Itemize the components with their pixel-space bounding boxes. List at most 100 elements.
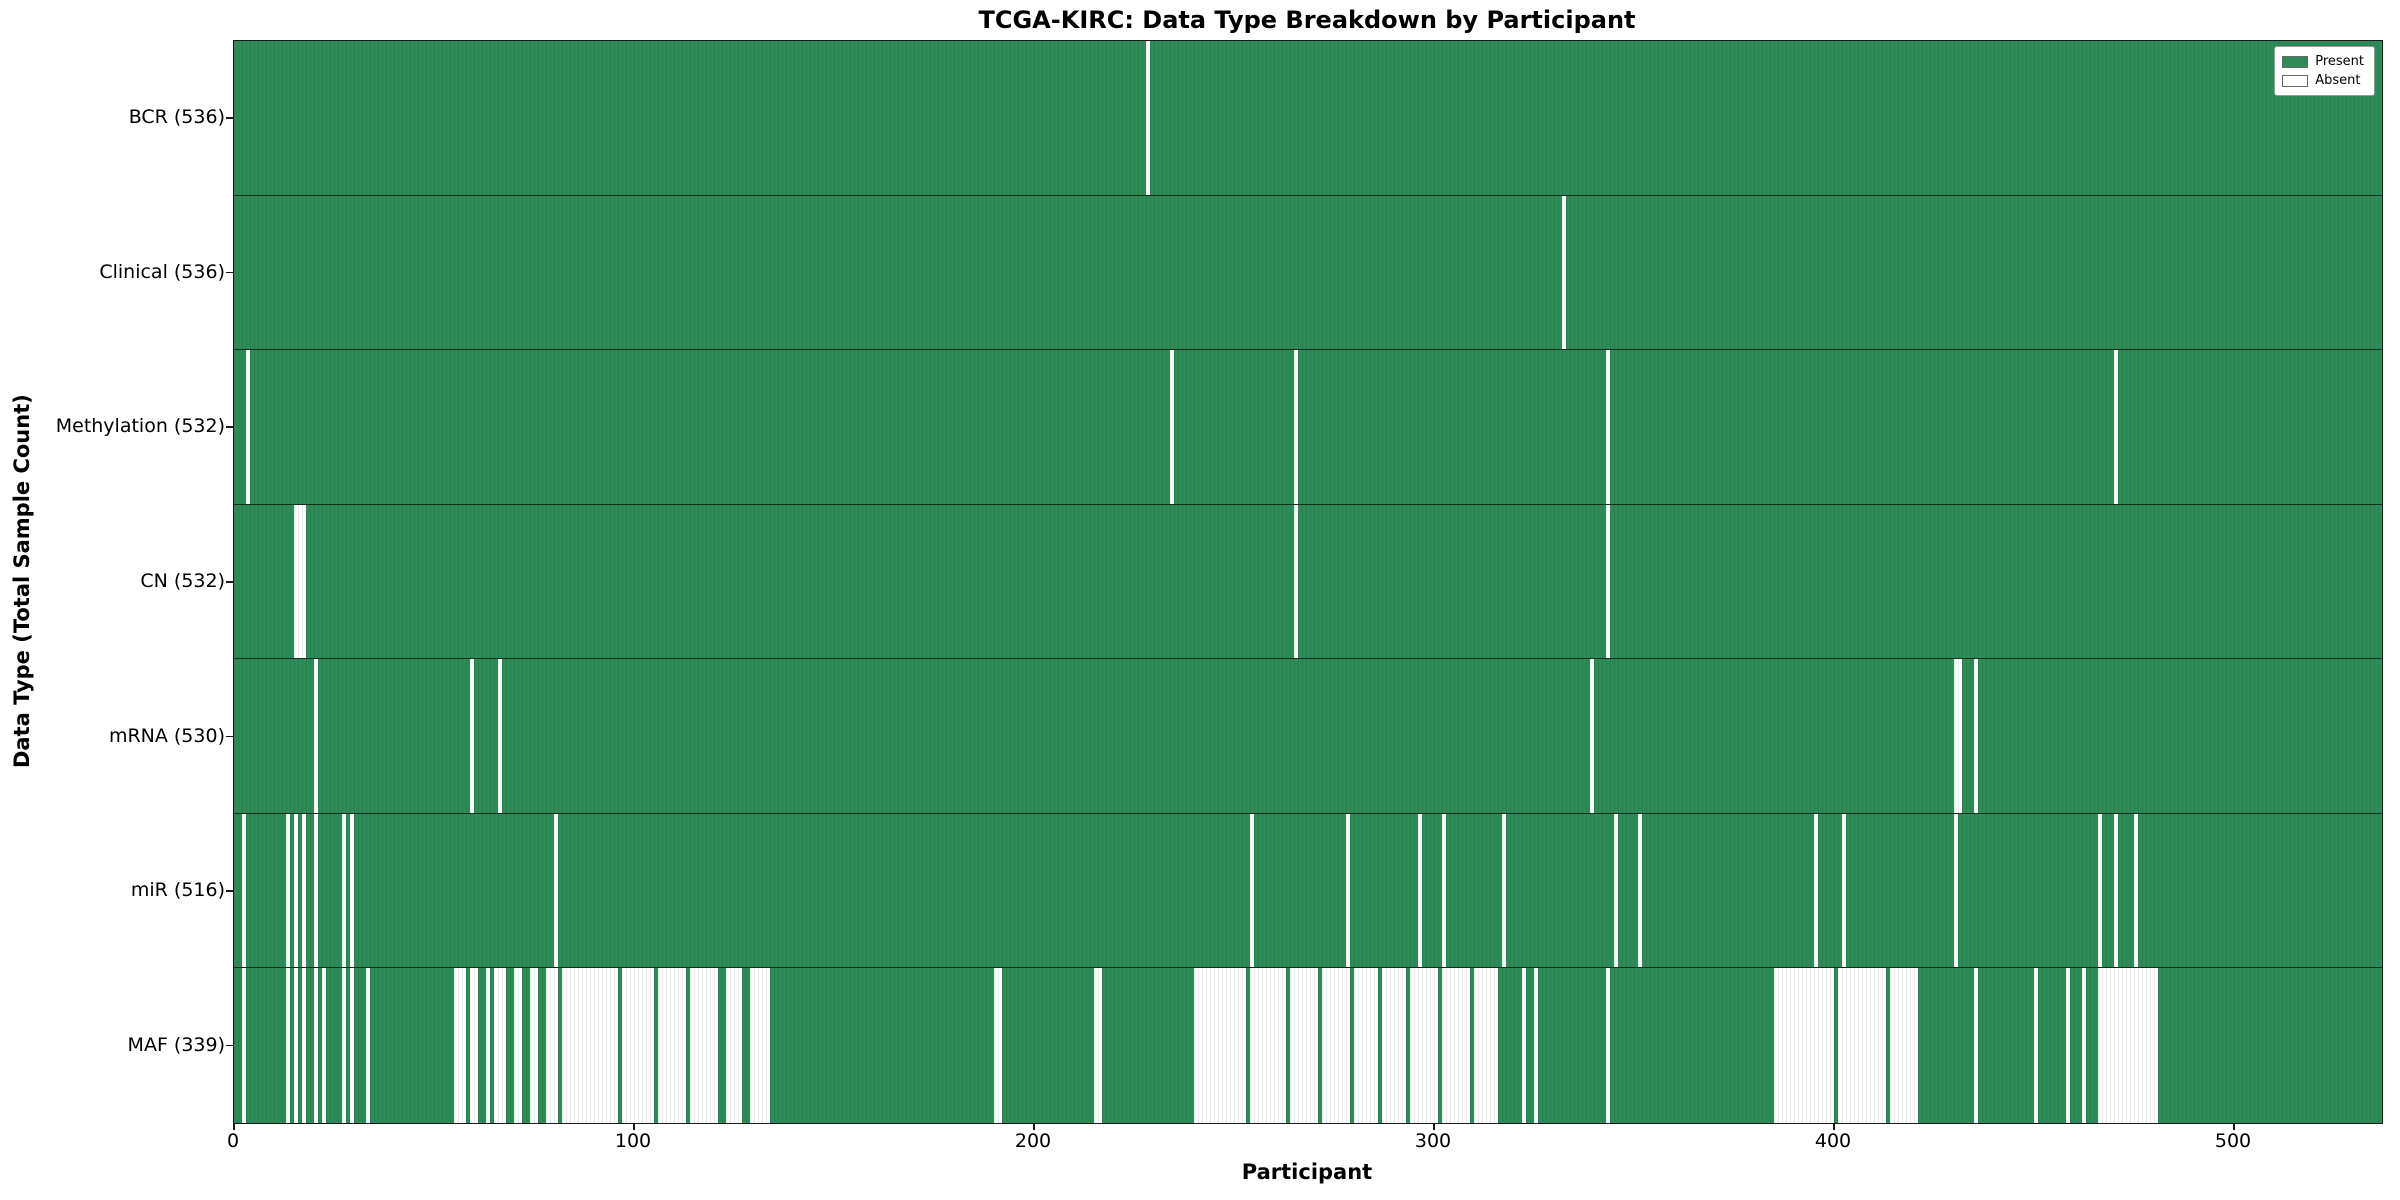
legend-entry-present: Present <box>2282 52 2364 71</box>
absent-gap <box>658 968 686 1123</box>
absent-gap <box>1294 350 1298 504</box>
absent-gap <box>1614 813 1618 968</box>
row-band-bcr <box>234 41 2382 196</box>
absent-gap <box>1590 659 1594 813</box>
absent-gap <box>1442 813 1446 968</box>
absent-gap <box>342 813 346 968</box>
absent-gap <box>1250 968 1286 1123</box>
absent-gap <box>1410 968 1438 1123</box>
absent-gap <box>294 504 306 659</box>
x-tick-label-400: 400 <box>1814 1130 1852 1152</box>
absent-gap <box>514 968 522 1123</box>
y-tick-mark <box>226 735 233 738</box>
absent-gap <box>294 813 298 968</box>
absent-gap <box>554 813 558 968</box>
absent-gap <box>1954 659 1962 813</box>
row-label-mrna: mRNA (530) <box>108 725 225 747</box>
absent-gap <box>314 968 318 1123</box>
absent-gap <box>1354 968 1378 1123</box>
absent-gap <box>1814 813 1818 968</box>
row-label-bcr: BCR (536) <box>128 106 225 128</box>
x-tick-label-0: 0 <box>226 1130 240 1152</box>
absent-gap <box>1346 813 1350 968</box>
absent-gap <box>1534 968 1538 1123</box>
absent-gap <box>494 968 506 1123</box>
absent-gap <box>242 968 246 1123</box>
plot-area <box>233 40 2383 1124</box>
row-band-clinical <box>234 195 2382 351</box>
x-tick-label-200: 200 <box>1014 1130 1052 1152</box>
absent-gap <box>322 968 326 1123</box>
absent-gap <box>1290 968 1318 1123</box>
absent-gap <box>342 968 346 1123</box>
absent-gap <box>1474 968 1498 1123</box>
absent-gap <box>1250 813 1254 968</box>
absent-gap <box>562 968 618 1123</box>
absent-gap <box>1606 504 1610 659</box>
y-tick-mark <box>226 117 233 119</box>
absent-gap <box>1606 350 1610 504</box>
absent-gap <box>1094 968 1102 1123</box>
x-tick-label-300: 300 <box>1414 1130 1452 1152</box>
absent-gap <box>2134 813 2138 968</box>
absent-gap <box>314 659 318 813</box>
absent-gap <box>1562 195 1566 350</box>
y-tick-mark <box>226 426 233 428</box>
absent-gap <box>1322 968 1350 1123</box>
absent-gap <box>302 968 306 1123</box>
absent-gap <box>2082 968 2086 1123</box>
absent-gap <box>1418 813 1422 968</box>
y-tick-mark <box>226 890 233 892</box>
x-tick-mark <box>1833 1123 1835 1130</box>
absent-gap <box>1194 968 1246 1123</box>
absent-gap <box>750 968 770 1123</box>
x-tick-mark <box>2233 1123 2235 1130</box>
absent-gap <box>2098 968 2158 1123</box>
absent-gap <box>1974 968 1978 1123</box>
absent-gap <box>294 968 298 1123</box>
absent-gap <box>1502 813 1506 968</box>
absent-gap <box>470 968 478 1123</box>
absent-gap <box>242 813 246 968</box>
absent-gap <box>350 968 354 1123</box>
absent-gap <box>2034 968 2038 1123</box>
row-band-maf <box>234 968 2382 1123</box>
absent-gap <box>1890 968 1918 1123</box>
row-label-mir: miR (516) <box>130 879 225 901</box>
row-label-methylation: Methylation (532) <box>55 415 225 437</box>
row-label-cn: CN (532) <box>140 570 225 592</box>
row-band-cn <box>234 504 2382 660</box>
x-tick-mark <box>233 1123 235 1130</box>
legend-label-absent: Absent <box>2315 73 2361 88</box>
row-label-maf: MAF (339) <box>127 1034 225 1056</box>
absent-gap <box>1954 813 1958 968</box>
absent-gap <box>546 968 558 1123</box>
absent-gap <box>1838 968 1886 1123</box>
legend-swatch-absent-icon <box>2282 74 2309 87</box>
absent-gap <box>2114 350 2118 504</box>
absent-gap <box>1382 968 1406 1123</box>
row-band-mir <box>234 813 2382 969</box>
row-band-methylation <box>234 350 2382 505</box>
absent-gap <box>1842 813 1846 968</box>
absent-gap <box>1774 968 1834 1123</box>
absent-gap <box>1638 813 1642 968</box>
absent-gap <box>530 968 538 1123</box>
absent-gap <box>246 350 250 504</box>
x-tick-mark <box>633 1123 635 1130</box>
absent-gap <box>994 968 1002 1123</box>
absent-gap <box>314 813 318 968</box>
absent-gap <box>1974 659 1978 813</box>
absent-gap <box>2114 813 2118 968</box>
absent-gap <box>2098 813 2102 968</box>
x-tick-mark <box>1433 1123 1435 1130</box>
chart-title: TCGA-KIRC: Data Type Breakdown by Partic… <box>978 6 1636 34</box>
legend: Present Absent <box>2274 46 2375 96</box>
y-tick-mark <box>226 581 233 583</box>
legend-label-present: Present <box>2315 54 2364 69</box>
row-label-clinical: Clinical (536) <box>99 261 225 283</box>
x-axis-label: Participant <box>1241 1160 1373 1184</box>
legend-entry-absent: Absent <box>2282 71 2364 90</box>
absent-gap <box>622 968 654 1123</box>
